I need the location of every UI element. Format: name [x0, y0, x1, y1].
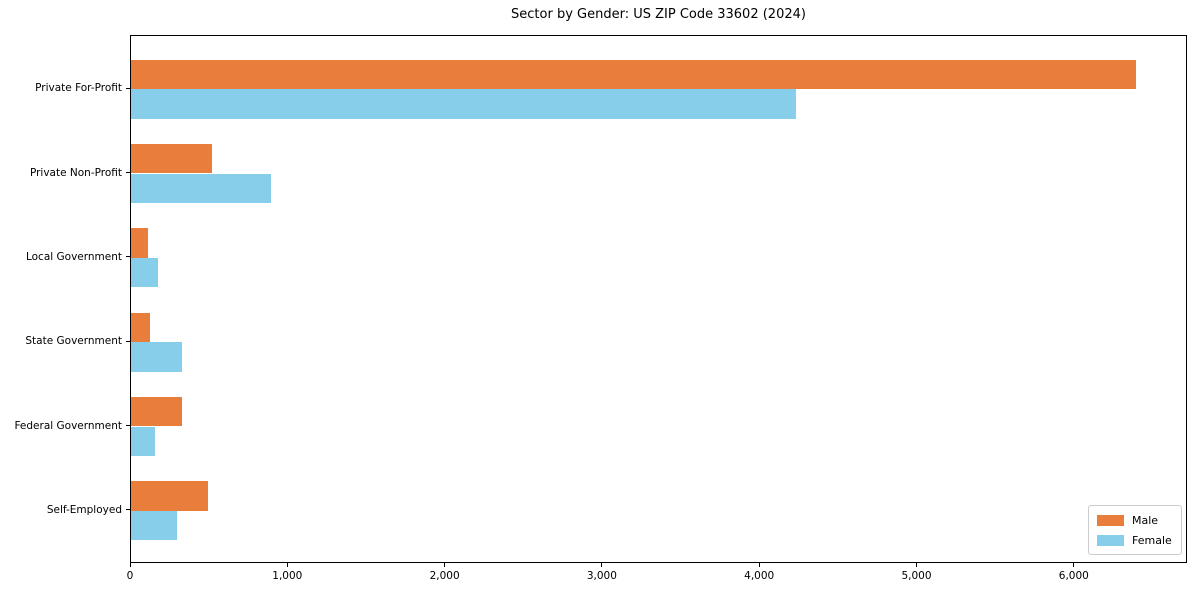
y-tick-mark — [126, 509, 130, 511]
bar-male-local-government — [131, 228, 149, 258]
chart-title: Sector by Gender: US ZIP Code 33602 (202… — [511, 7, 806, 22]
legend: Male Female — [1088, 505, 1182, 555]
y-tick-label-federal-government: Federal Government — [14, 419, 122, 432]
y-tick-mark — [126, 425, 130, 426]
bar-male-self-employed — [131, 481, 209, 511]
legend-label-female: Female — [1132, 533, 1172, 547]
bar-female-self-employed — [131, 510, 177, 541]
x-tick-label-2000: 2,000 — [429, 570, 460, 582]
x-tick-label-5000: 5,000 — [901, 570, 932, 582]
bar-male-private-for-profit — [131, 59, 1137, 90]
y-tick-label-private-non-profit: Private Non-Profit — [29, 166, 122, 179]
y-tick-label-state-government: State Government — [25, 335, 122, 348]
bar-female-private-for-profit — [131, 89, 796, 119]
bar-male-private-non-profit — [131, 143, 212, 174]
y-tick-mark — [126, 256, 130, 258]
x-tick-mark — [129, 563, 131, 567]
y-tick-mark — [126, 340, 130, 342]
bar-male-state-government — [131, 312, 150, 343]
y-tick-label-local-government: Local Government — [25, 250, 122, 263]
x-tick-label-1000: 1,000 — [272, 570, 303, 582]
bar-female-local-government — [131, 257, 158, 288]
legend-swatch-female — [1097, 534, 1124, 546]
x-tick-mark — [286, 563, 288, 567]
x-tick-label-4000: 4,000 — [744, 570, 775, 582]
x-tick-label-0: 0 — [126, 570, 134, 582]
x-tick-mark — [758, 563, 760, 567]
y-tick-mark — [126, 87, 130, 89]
legend-swatch-male — [1097, 514, 1124, 526]
x-tick-mark — [916, 563, 917, 567]
bar-female-federal-government — [131, 426, 155, 457]
y-tick-mark — [126, 172, 130, 173]
plot-area — [130, 35, 1187, 563]
bar-female-state-government — [131, 342, 183, 372]
bar-male-federal-government — [131, 396, 183, 427]
legend-entry-male: Male — [1097, 510, 1172, 530]
legend-entry-female: Female — [1097, 530, 1172, 550]
x-tick-label-6000: 6,000 — [1058, 570, 1089, 582]
legend-label-male: Male — [1132, 513, 1159, 527]
x-tick-mark — [444, 563, 446, 567]
y-tick-label-private-for-profit: Private For-Profit — [35, 82, 122, 95]
x-tick-label-3000: 3,000 — [586, 570, 617, 582]
bar-female-private-non-profit — [131, 173, 271, 204]
x-tick-mark — [601, 563, 603, 567]
y-tick-label-self-employed: Self-Employed — [46, 503, 122, 516]
x-tick-mark — [1073, 563, 1075, 567]
